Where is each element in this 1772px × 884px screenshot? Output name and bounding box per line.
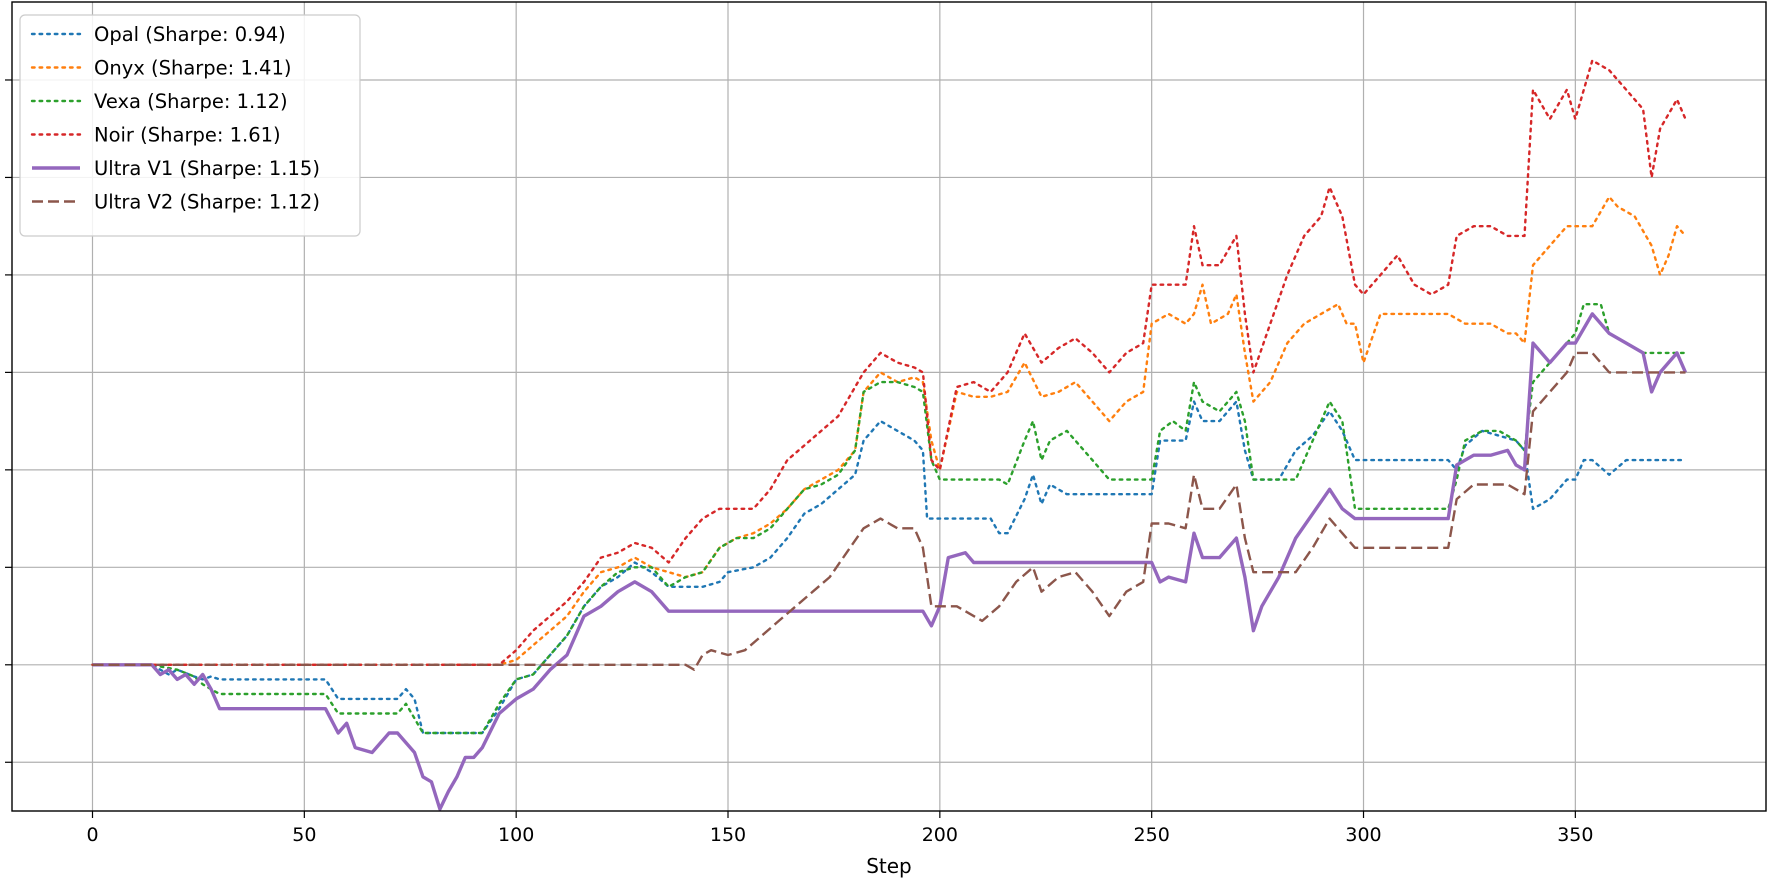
- grid: [12, 2, 1766, 811]
- legend-entry: Noir (Sharpe: 1.61): [94, 124, 281, 147]
- series-line-6: [92, 351, 1686, 671]
- x-tick-label: 150: [710, 824, 746, 846]
- x-tick-label: 0: [86, 824, 98, 846]
- legend-entry: Ultra V2 (Sharpe: 1.12): [94, 191, 320, 214]
- legend-entry: Vexa (Sharpe: 1.12): [94, 90, 288, 113]
- series-line-5: [92, 312, 1688, 811]
- legend: Opal (Sharpe: 0.94) Onyx (Sharpe: 1.41) Ve…: [19, 14, 361, 237]
- x-axis: 0 50 100 150 200 250 300 350: [86, 811, 1593, 846]
- x-tick-label: 50: [292, 824, 316, 846]
- series-line-3: [91, 303, 1687, 735]
- series-line-2: [91, 195, 1687, 666]
- x-axis-label: Step: [866, 854, 912, 878]
- legend-entry: Ultra V1 (Sharpe: 1.15): [94, 157, 320, 180]
- y-axis: [5, 79, 12, 763]
- x-tick-label: 250: [1134, 824, 1170, 846]
- plot-frame: [11, 1, 1767, 812]
- legend-entry: Onyx (Sharpe: 1.41): [94, 57, 291, 80]
- x-tick-label: 200: [922, 824, 958, 846]
- x-tick-label: 350: [1557, 824, 1593, 846]
- series-line-1: [91, 400, 1687, 735]
- legend-box: [19, 14, 361, 237]
- legend-entry: Opal (Sharpe: 0.94): [94, 23, 286, 46]
- x-tick-label: 100: [498, 824, 534, 846]
- x-tick-label: 300: [1345, 824, 1381, 846]
- series-line-4: [91, 59, 1687, 666]
- series-lines: [91, 59, 1688, 811]
